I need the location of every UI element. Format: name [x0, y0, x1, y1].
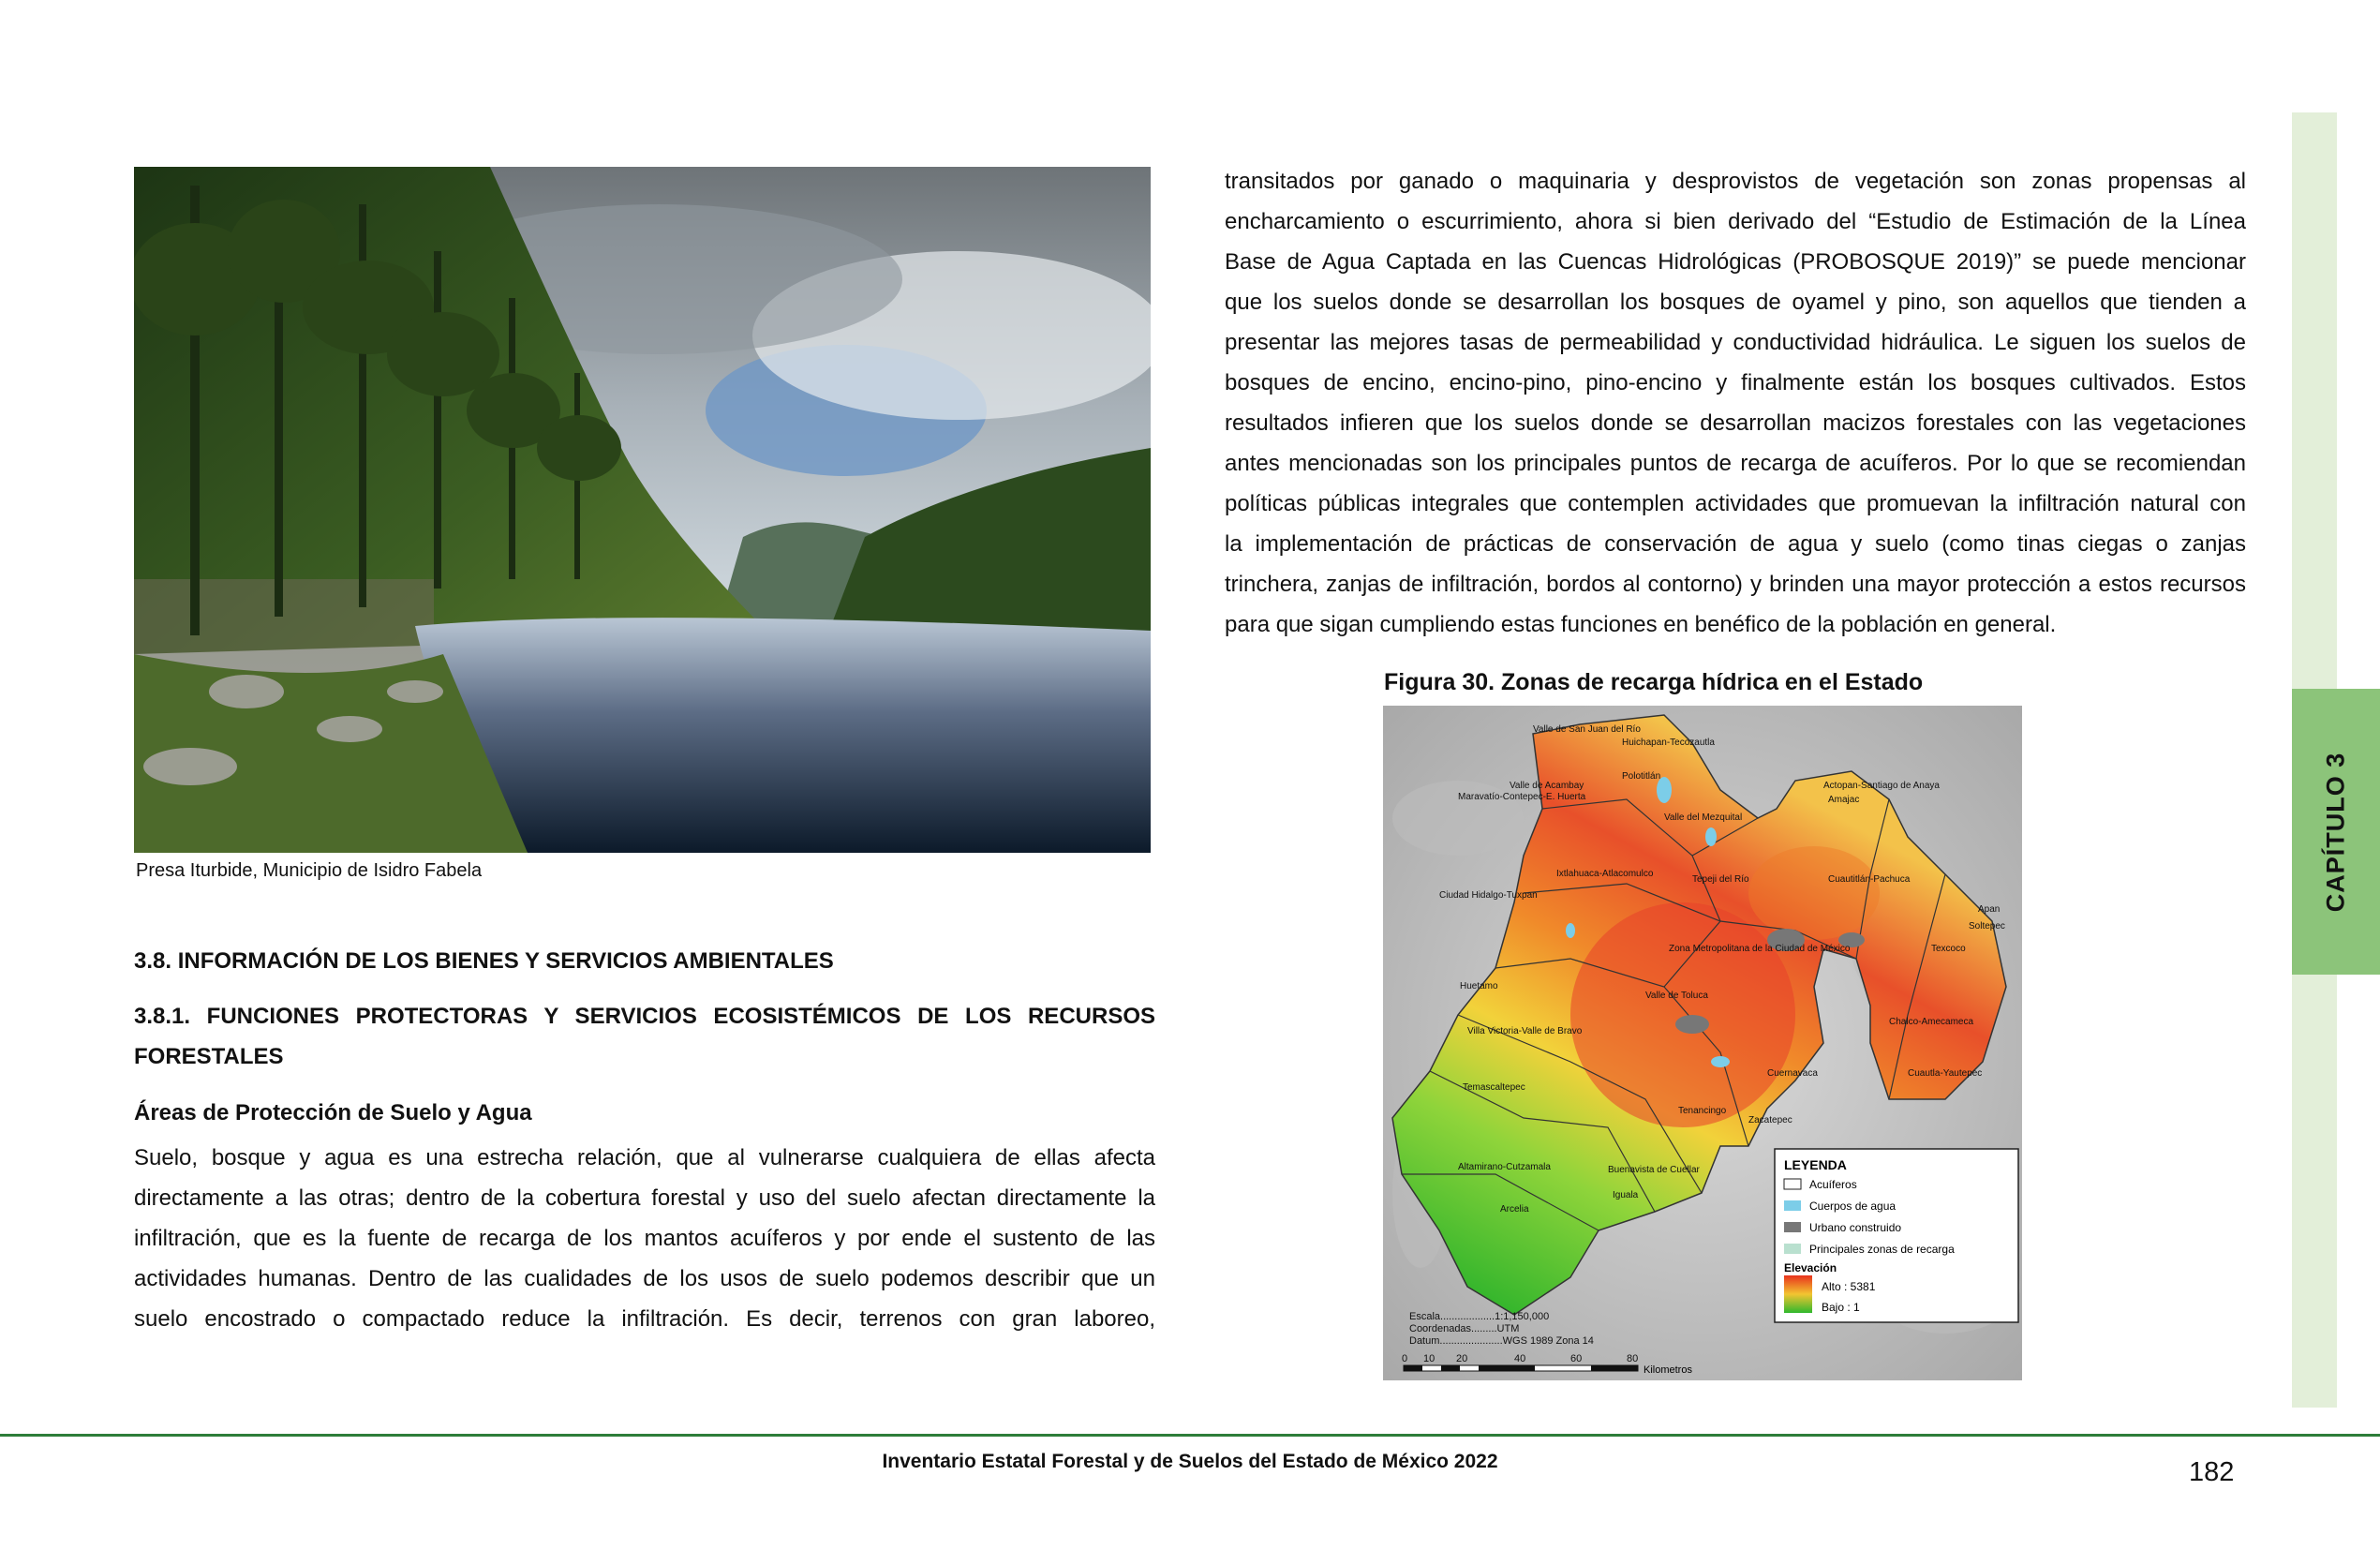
region-label: Ixtlahuaca-Atlacomulco	[1556, 869, 1654, 879]
region-label: Huichapan-Tecozautla	[1622, 738, 1715, 748]
text-line: bosques de encino, encino-pino, pino-enc…	[1225, 370, 2246, 395]
region-label: Zona Metropolitana de la Ciudad de Méxic…	[1669, 944, 1851, 954]
text-line: transitados por ganado o maquinaria y de…	[1225, 169, 2246, 194]
scale-tick: 0	[1402, 1353, 1407, 1364]
footer-rule	[0, 1434, 2380, 1437]
map-legend: LEYENDA Acuíferos Cuerpos de agua Urbano…	[1774, 1148, 2019, 1323]
text-line: directamente a las otras; dentro de la c…	[134, 1185, 1155, 1211]
legend-item: Cuerpos de agua	[1809, 1200, 1896, 1213]
text-line: suelo encostrado o compactado reduce la …	[134, 1306, 1155, 1332]
region-label: Villa Victoria-Valle de Bravo	[1467, 1026, 1583, 1036]
scale-tick: 20	[1456, 1353, 1467, 1364]
text-line: infiltración, que es la fuente de recarg…	[134, 1226, 1155, 1251]
text-line: antes mencionadas son los principales pu…	[1225, 451, 2246, 476]
text-line: Base de Agua Captada en las Cuencas Hidr…	[1225, 249, 2246, 275]
region-label: Amajac	[1828, 795, 1859, 805]
text-line: Suelo, bosque y agua es una estrecha rel…	[134, 1145, 1155, 1170]
photo-caption: Presa Iturbide, Municipio de Isidro Fabe…	[136, 860, 483, 881]
region-label: Actopan-Santiago de Anaya	[1823, 781, 1940, 791]
legend-item: Urbano construido	[1809, 1221, 1901, 1234]
region-label: Tepeji del Río	[1692, 874, 1749, 885]
legend-low: Bajo : 1	[1822, 1301, 1860, 1314]
region-label: Valle de Acambay	[1510, 781, 1584, 791]
text-line: resultados infieren que los suelos donde…	[1225, 410, 2246, 436]
chapter-label: CAPÍTULO 3	[2321, 752, 2350, 912]
region-label: Arcelia	[1500, 1204, 1529, 1215]
region-label: Zacatepec	[1748, 1115, 1792, 1125]
right-paragraph: transitados por ganado o maquinaria y de…	[1225, 161, 2246, 645]
map-scale: Escala...................1:1,150,000	[1409, 1311, 1549, 1322]
scale-tick: 10	[1423, 1353, 1435, 1364]
text-line: para que sigan cumpliendo estas funcione…	[1225, 612, 2057, 637]
region-label: Polotitlán	[1622, 771, 1660, 782]
region-label: Buenavista de Cuellar	[1608, 1165, 1701, 1175]
map-datum: Datum......................WGS 1989 Zona…	[1409, 1335, 1594, 1347]
scale-tick: 80	[1627, 1353, 1638, 1364]
scale-bar: 0 10 20 40 60 80 Kilometros	[1402, 1353, 1692, 1376]
text-line: la implementación de prácticas de conser…	[1225, 531, 2246, 557]
region-label: Valle del Mezquital	[1664, 812, 1742, 823]
scale-tick: 40	[1514, 1353, 1525, 1364]
region-label: Chalco-Amecameca	[1889, 1017, 1973, 1027]
region-label: Ciudad Hidalgo-Tuxpan	[1439, 890, 1538, 901]
left-paragraph: Suelo, bosque y agua es una estrecha rel…	[134, 1138, 1155, 1339]
text-line: actividades humanas. Dentro de las cuali…	[134, 1266, 1155, 1291]
region-label: Iguala	[1613, 1190, 1639, 1200]
region-label: Maravatío-Contepec-E. Huerta	[1458, 792, 1586, 802]
text-line: políticas públicas integrales que contem…	[1225, 491, 2246, 516]
region-label: Cuernavaca	[1767, 1068, 1818, 1079]
section-heading: 3.8. INFORMACIÓN DE LOS BIENES Y SERVICI…	[134, 948, 834, 974]
region-label: Cuautla-Yautepec	[1908, 1068, 1982, 1079]
figure-title: Figura 30. Zonas de recarga hídrica en e…	[1384, 669, 1924, 695]
region-label: Huetamo	[1460, 981, 1498, 991]
text-line: que los suelos donde se desarrollan los …	[1225, 290, 2246, 315]
region-label: Temascaltepec	[1463, 1082, 1525, 1093]
text-line: encharcamiento o escurrimiento, ahora si…	[1225, 209, 2246, 234]
region-label: Valle de Toluca	[1645, 991, 1708, 1001]
region-label: Texcoco	[1931, 944, 1966, 954]
recharge-map: Valle de San Juan del Río Huichapan-Teco…	[1383, 706, 2022, 1380]
region-label: Valle de San Juan del Río	[1533, 724, 1641, 735]
text-line: trinchera, zanjas de infiltración, bordo…	[1225, 572, 2246, 597]
legend-high: Alto : 5381	[1822, 1280, 1876, 1293]
map-coordinates: Coordenadas.........UTM	[1409, 1323, 1519, 1334]
region-label: Apan	[1978, 904, 2000, 915]
legend-item: Principales zonas de recarga	[1809, 1243, 1955, 1256]
lake-photo	[134, 167, 1151, 853]
page-number: 182	[2189, 1457, 2235, 1487]
legend-title: LEYENDA	[1784, 1157, 1847, 1172]
text-line: presentar las mejores tasas de permeabil…	[1225, 330, 2246, 355]
subsection-heading: 3.8.1. FUNCIONES PROTECTORAS Y SERVICIOS…	[134, 1004, 1155, 1069]
scale-tick: 60	[1570, 1353, 1582, 1364]
region-label: Soltepec	[1969, 921, 2005, 931]
footer-title: Inventario Estatal Forestal y de Suelos …	[882, 1451, 1498, 1472]
region-label: Altamirano-Cutzamala	[1458, 1162, 1551, 1172]
scale-unit: Kilometros	[1644, 1364, 1692, 1376]
region-label: Cuautitlán-Pachuca	[1828, 874, 1911, 885]
legend-elevation-title: Elevación	[1784, 1261, 1837, 1274]
chapter-tab: CAPÍTULO 3	[2292, 689, 2380, 975]
legend-item: Acuíferos	[1809, 1178, 1857, 1191]
region-label: Tenancingo	[1678, 1106, 1727, 1116]
topic-heading: Áreas de Protección de Suelo y Agua	[134, 1100, 532, 1125]
